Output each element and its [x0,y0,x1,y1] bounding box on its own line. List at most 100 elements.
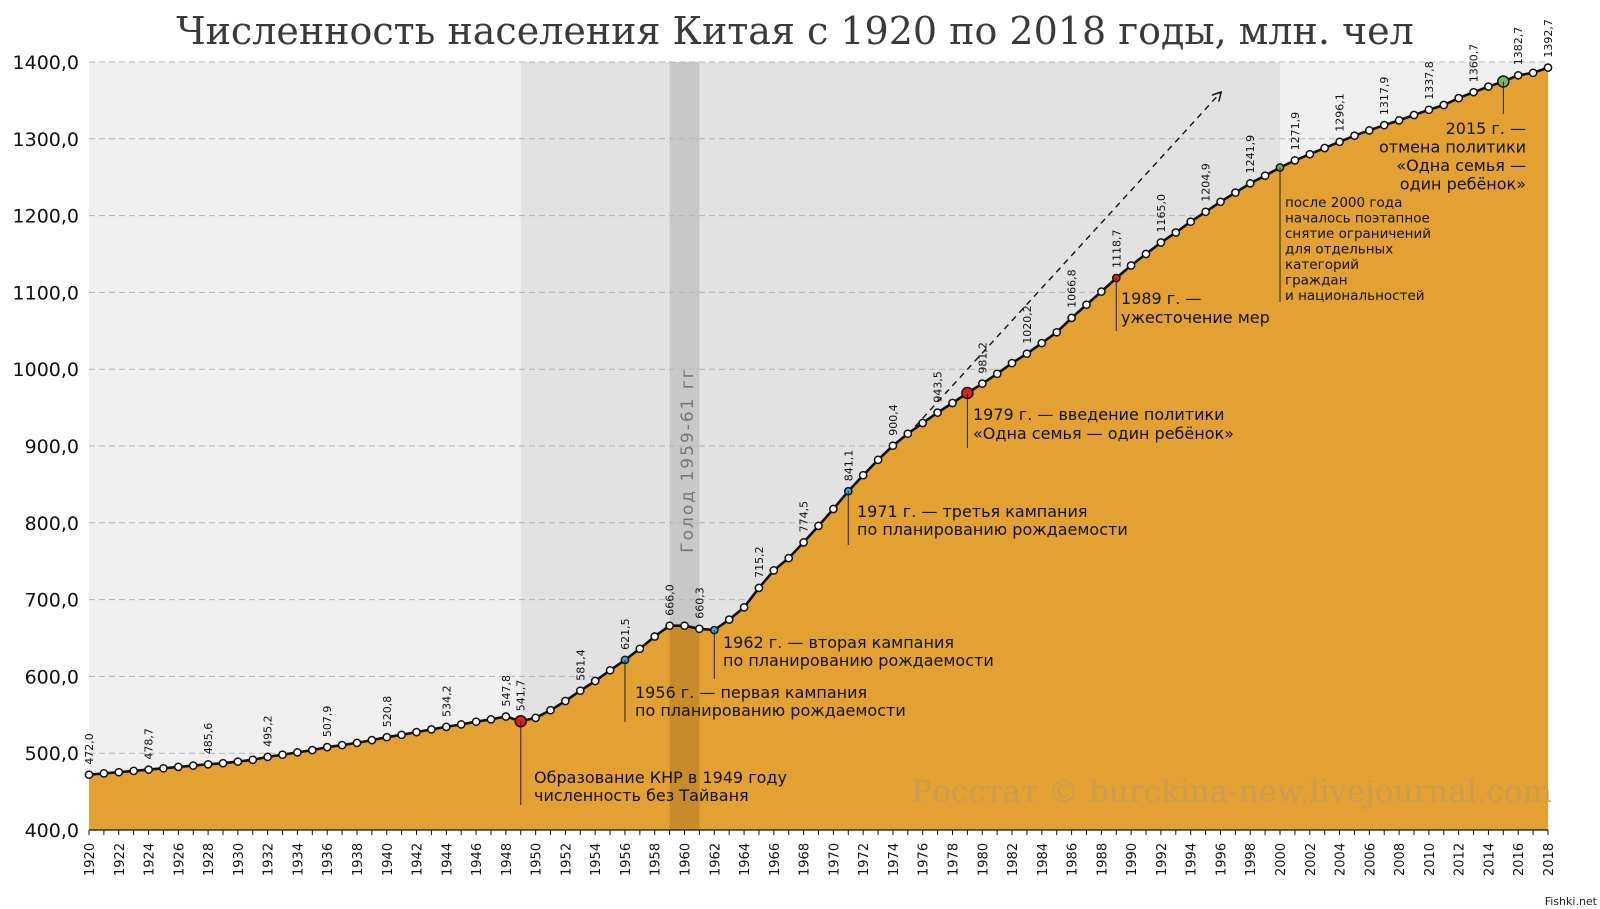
data-point-2006 [1364,126,1374,135]
value-label-1989: 1118,7 [1110,230,1123,269]
y-tick-1200: 1200,0 [13,206,79,228]
value-label-1920: 472,0 [83,733,96,765]
x-tick-2004: 2004 [1334,843,1349,876]
data-point-1923 [129,766,139,776]
value-label-2010: 1337,8 [1423,61,1436,100]
value-label-1992: 1165,0 [1155,194,1168,233]
data-point-1970 [829,504,838,514]
value-label-2004: 1296,1 [1334,93,1347,132]
data-point-2004 [1335,137,1344,147]
x-tick-1968: 1968 [798,843,813,876]
data-point-1973 [873,455,883,465]
x-tick-1996: 1996 [1215,843,1230,876]
data-point-1986 [1067,313,1076,323]
y-tick-900: 900,0 [25,436,79,458]
y-tick-700: 700,0 [25,590,79,612]
data-point-1952 [561,696,570,706]
x-tick-2014: 2014 [1482,843,1497,876]
data-point-1975 [903,429,913,439]
data-point-1968 [799,538,808,547]
value-label-1968: 774,5 [798,501,811,533]
y-tick-600: 600,0 [25,666,79,688]
annotation-2000-line-6: и национальностей [1285,288,1425,304]
data-point-1978 [948,398,957,408]
x-tick-1972: 1972 [857,843,872,876]
annotation-2000-line-1: началось поэтапное [1285,211,1430,227]
data-point-1960 [680,621,689,631]
x-tick-2010: 2010 [1423,843,1438,876]
data-point-1947 [486,715,496,724]
data-point-1943 [427,725,436,734]
x-tick-1970: 1970 [827,843,842,876]
data-point-1954 [590,676,600,686]
y-tick-1000: 1000,0 [13,359,79,381]
x-tick-1938: 1938 [351,843,366,876]
x-tick-2002: 2002 [1304,843,1319,876]
famine-label: Голод 1959-61 гг [678,367,698,553]
annotation-2015-line-1: отмена политики [1379,138,1526,157]
annotation-1956: 1956 г. — первая кампания по планированию… [635,683,906,720]
data-point-2003 [1320,143,1330,153]
data-point-2016 [1513,70,1523,80]
data-point-1983 [1022,349,1032,359]
data-point-1995 [1201,207,1210,217]
x-tick-1998: 1998 [1244,843,1259,876]
x-tick-1958: 1958 [649,843,664,876]
annotation-2000: после 2000 года началось поэтапное снятие … [1285,195,1431,304]
annotation-1956-line-1: по планированию рождаемости [635,701,906,720]
value-label-1980: 981,2 [976,342,989,374]
data-point-1958 [650,632,660,641]
value-label-1971: 841,1 [842,450,855,482]
value-label-1956: 621,5 [619,618,632,650]
annotation-1989-line-0: 1989 г. — [1121,289,1201,308]
annotation-2015-line-2: «Одна семья — [1396,156,1526,175]
x-tick-1974: 1974 [887,843,902,876]
annotation-1971-line-1: по планированию рождаемости [857,520,1128,539]
x-tick-1952: 1952 [559,843,574,876]
annotation-1949: Образование КНР в 1949 году численность б… [534,768,787,805]
data-point-1922 [114,767,124,777]
x-tick-1980: 1980 [976,843,991,876]
data-point-1992 [1156,238,1166,247]
value-label-1974: 900,4 [887,404,900,436]
x-tick-1928: 1928 [202,843,217,876]
value-label-1965: 715,2 [753,546,766,578]
value-label-1936: 507,9 [321,706,334,738]
x-tick-1988: 1988 [1095,843,1110,876]
value-label-2018: 1392,7 [1542,19,1555,58]
annotation-1979-line-0: 1979 г. — введение политики [973,405,1225,424]
x-tick-1992: 1992 [1155,843,1170,876]
trend-arrow-line [907,93,1221,435]
area-famine-overlay [669,625,700,830]
data-point-1982 [1007,358,1017,368]
x-tick-2006: 2006 [1363,843,1378,876]
data-point-1985 [1052,327,1062,337]
y-tick-1100: 1100,0 [13,282,79,304]
annotation-1949-line-0: Образование КНР в 1949 году [534,768,787,787]
watermark: Fishki.net [1545,895,1598,908]
data-point-1939 [367,735,377,745]
value-label-1932: 495,2 [262,715,275,747]
annotation-1989-line-1: ужесточение мер [1121,308,1270,327]
data-point-1921 [99,769,109,778]
data-point-2007 [1379,120,1389,130]
annotation-2000-line-4: категорий [1285,257,1359,273]
y-tick-400: 400,0 [25,820,79,842]
annotation-2000-line-5: граждан [1285,273,1348,289]
x-tick-2016: 2016 [1512,843,1527,876]
value-label-1959: 666,0 [664,584,677,616]
population-line [84,63,1553,780]
value-label-1977: 943,5 [932,371,945,403]
x-tick-1986: 1986 [1066,843,1081,876]
data-point-1948 [501,712,511,721]
data-point-2011 [1439,100,1449,110]
value-label-1995: 1204,9 [1200,163,1213,202]
value-label-2013: 1360,7 [1468,44,1481,83]
data-point-1977 [933,408,942,417]
value-label-1924: 478,7 [143,728,156,760]
value-labels: 472,0 478,7 485,6 495,2 507,9 520,8 534,2 547,8… [83,19,1555,765]
data-point-1935 [307,745,317,755]
data-point-2008 [1394,116,1404,125]
data-point-1999 [1260,171,1270,181]
